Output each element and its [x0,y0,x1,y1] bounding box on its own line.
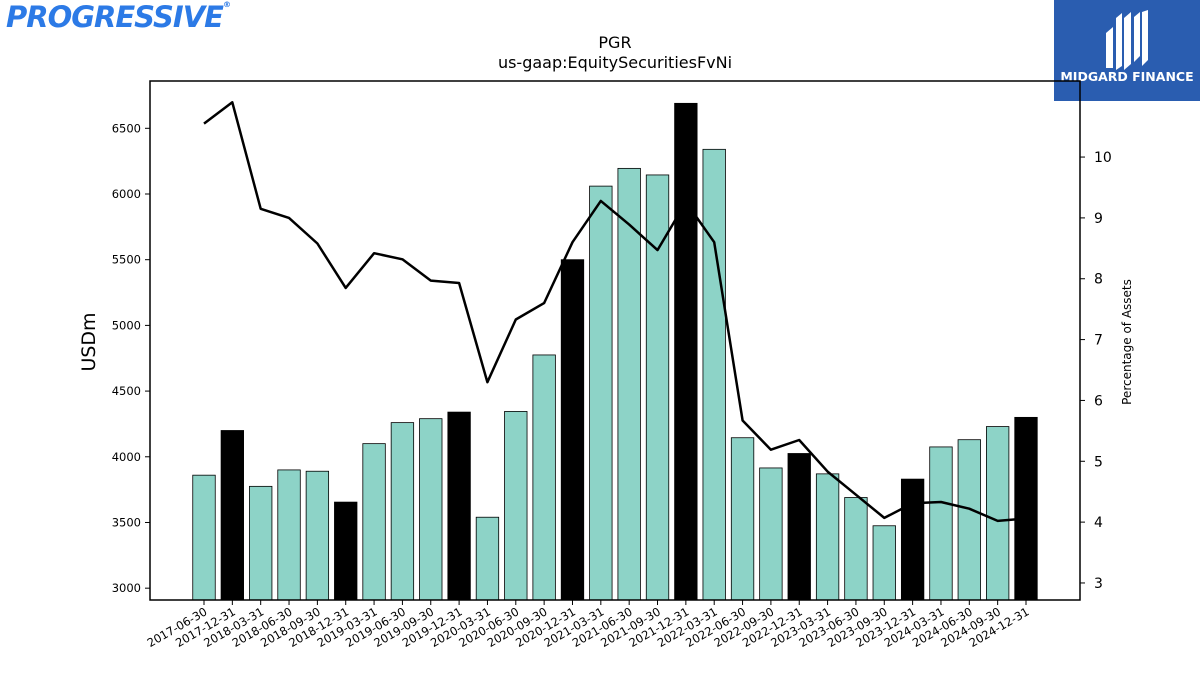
bar-2023-12-31 [900,478,925,601]
chart-subtitle: us-gaap:EquitySecuritiesFvNi [498,53,732,72]
bar-2018-12-31 [334,501,358,601]
bar-2021-12-31 [674,102,698,601]
bar-2019-12-31 [447,411,471,601]
progressive-logo: PROGRESSIVE® [6,0,231,34]
y2-tick-label: 7 [1094,333,1103,349]
bar-2019-09-30 [419,418,443,601]
y-axis-label: USDm [78,312,100,371]
bar-2018-09-30 [305,470,330,601]
bar-2018-03-31 [249,485,273,601]
y-tick-label: 6000 [112,187,141,201]
bar-2022-06-30 [730,437,755,601]
y-tick-label: 4500 [112,384,141,398]
midgard-finance-logo: MIDGARD FINANCE [1054,0,1200,101]
y-tick-label: 3000 [112,581,141,595]
bar-2024-09-30 [986,426,1010,601]
bar-2020-09-30 [532,354,556,601]
progressive-logo-text: PROGRESSIVE [6,0,224,34]
bar-2020-06-30 [504,411,528,601]
midgard-logo-graphic [1054,0,1200,101]
bar-2020-12-31 [560,259,585,601]
y-tick-label: 4000 [112,450,141,464]
y2-tick-label: 4 [1094,515,1103,531]
bar-2022-09-30 [759,467,783,601]
y2-axis-label: Percentage of Assets [1120,279,1134,405]
bar-2024-03-31 [929,446,953,601]
bar-2017-12-31 [220,430,244,601]
y-tick-label: 5500 [112,253,141,267]
midgard-logo-text: MIDGARD FINANCE [1060,69,1194,84]
bar-2019-06-30 [390,422,415,601]
y2-tick-label: 3 [1094,576,1103,592]
y-tick-label: 5000 [112,318,141,332]
chart-title: PGR [598,33,631,52]
y-tick-label: 3500 [112,515,141,529]
bar-2021-03-31 [589,185,613,601]
y2-tick-label: 8 [1094,272,1103,288]
y-tick-label: 6500 [112,121,141,135]
bar-2023-09-30 [872,525,896,601]
bar-2023-03-31 [815,473,840,601]
bar-2022-12-31 [787,453,811,601]
y2-tick-label: 9 [1094,211,1103,227]
bar-2020-03-31 [475,516,500,601]
bar-2024-06-30 [957,439,981,601]
bar-2017-06-30 [192,474,216,601]
bar-2024-12-31 [1014,416,1038,601]
y2-tick-label: 10 [1094,150,1112,166]
registered-mark: ® [222,0,231,9]
y2-tick-label: 5 [1094,454,1103,470]
percentage-of-assets-line [203,101,1027,523]
plot-frame [149,80,1081,601]
bar-2019-03-31 [362,443,386,601]
y2-tick-label: 6 [1094,393,1103,409]
bar-2023-06-30 [844,497,868,601]
bar-2018-06-30 [277,469,301,601]
bar-2022-03-31 [702,148,726,601]
